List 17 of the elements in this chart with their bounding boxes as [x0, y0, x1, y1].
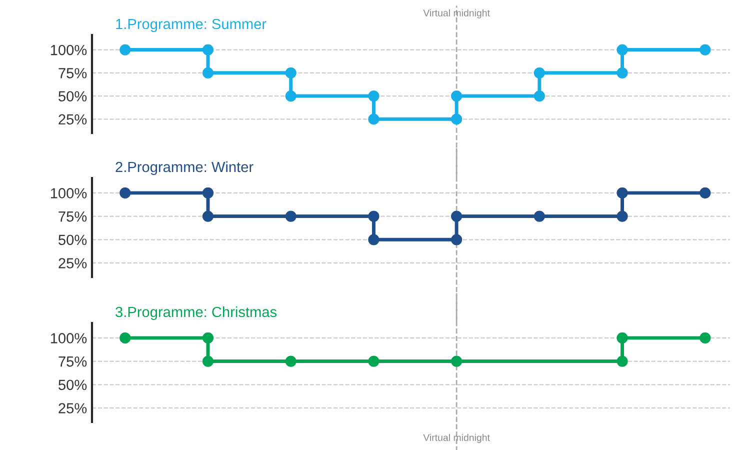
chart-title: 3.Programme: Christmas: [116, 306, 277, 320]
y-tick-label: 25%: [58, 258, 87, 268]
text: Virtual midnight: [423, 434, 490, 443]
y-tick-label: 50%: [58, 234, 87, 246]
y-tick-label: 50%: [58, 380, 87, 390]
y-tick-label: 25%: [58, 403, 87, 414]
chart-title: 2.Programme: Winter: [116, 161, 254, 176]
y-tick-label: 75%: [58, 211, 87, 222]
y-tick-label: 75%: [58, 68, 87, 78]
y-tick-label: 100%: [50, 333, 87, 344]
y-tick-label: 75%: [58, 356, 87, 367]
chart-title: 1.Programme: Summer: [116, 18, 266, 32]
text: Virtual midnight: [423, 9, 490, 18]
y-tick-label: 25%: [58, 114, 87, 125]
y-tick-label: 100%: [50, 188, 87, 198]
y-tick-label: 50%: [58, 91, 87, 102]
y-tick-label: 100%: [50, 44, 87, 56]
